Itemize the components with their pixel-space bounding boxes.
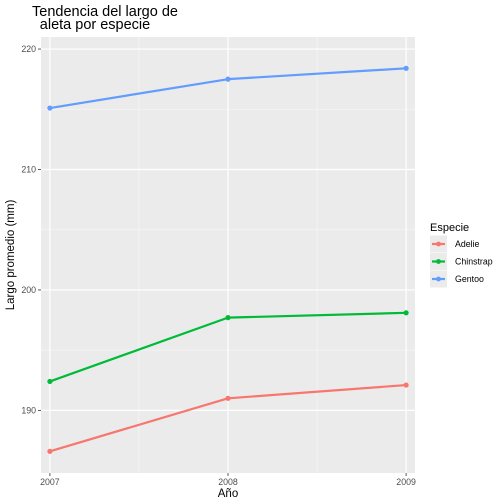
legend-label-gentoo: Gentoo xyxy=(455,274,484,284)
grid-major xyxy=(41,37,415,473)
data-point-adelie xyxy=(403,382,409,388)
legend: Especie Adelie Chinstrap Gentoo xyxy=(430,222,493,288)
legend-title: Especie xyxy=(430,222,469,234)
x-tick-label: 2007 xyxy=(40,477,60,487)
chart-title-line-2: aleta por especie xyxy=(40,17,150,33)
legend-point-gentoo xyxy=(436,276,441,282)
data-point-chinstrap xyxy=(47,378,53,385)
legend-point-chinstrap xyxy=(436,259,441,264)
data-point-chinstrap xyxy=(225,315,231,321)
y-tick-label: 190 xyxy=(21,405,36,415)
legend-label-adelie: Adelie xyxy=(455,239,480,249)
y-tick-label: 200 xyxy=(21,285,36,295)
chart-title-line-1: Tendencia del largo de xyxy=(32,4,178,20)
x-tick-label: 2009 xyxy=(396,477,416,487)
data-point-adelie xyxy=(225,395,231,401)
data-point-gentoo xyxy=(403,65,409,71)
data-point-gentoo xyxy=(225,76,231,82)
x-axis-title: Año xyxy=(218,488,238,500)
data-point-chinstrap xyxy=(403,310,409,316)
y-axis: 190 200 210 220 xyxy=(21,44,41,415)
y-tick-label: 220 xyxy=(21,44,36,54)
x-axis: 2007 2008 2009 xyxy=(40,473,416,487)
data-point-adelie xyxy=(47,448,53,454)
legend-point-adelie xyxy=(436,241,441,247)
y-axis-title: Largo promedio (mm) xyxy=(5,200,17,311)
y-tick-label: 210 xyxy=(21,164,36,174)
data-point-gentoo xyxy=(47,105,53,111)
points-layer xyxy=(47,65,409,454)
legend-label-chinstrap: Chinstrap xyxy=(455,257,493,267)
x-tick-label: 2008 xyxy=(218,477,238,487)
